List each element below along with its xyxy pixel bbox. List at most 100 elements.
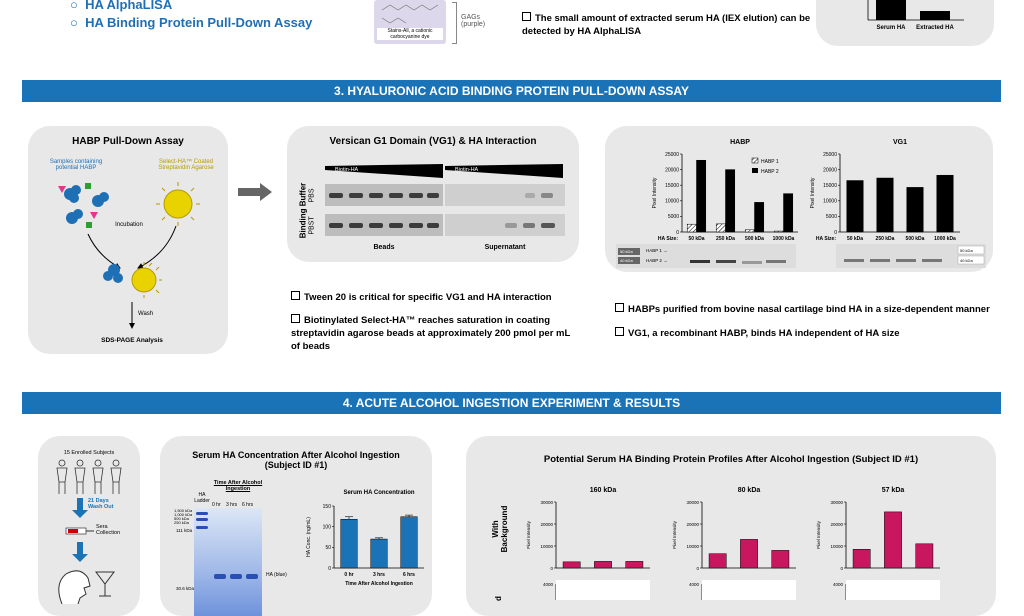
x-tick-label: 6 hrs bbox=[403, 572, 415, 578]
habp2-label: HABP 2 → bbox=[646, 258, 668, 263]
samples-label: Samples containing potential HABP bbox=[49, 159, 103, 171]
y-tick-label: 0 bbox=[834, 230, 837, 236]
x-tick-label: 500 kDa bbox=[745, 236, 764, 242]
habp-panel-title: HABP Pull-Down Assay bbox=[72, 136, 184, 147]
y-tick-label: 5000 bbox=[668, 214, 679, 220]
gel-band bbox=[742, 261, 762, 264]
x-tick-label: 3 hrs bbox=[373, 572, 385, 578]
gel-marker-box bbox=[957, 255, 985, 265]
molecule-structure-icon bbox=[381, 4, 439, 24]
section3-banner: 3. HYALURONIC ACID BINDING PROTEIN PULL-… bbox=[22, 80, 1001, 102]
x-axis-label: Time After Alcohol Ingestion bbox=[345, 581, 413, 587]
ladder-mark-111: 111 kDa bbox=[176, 528, 193, 533]
lower-plot-area bbox=[846, 580, 940, 600]
bar bbox=[562, 561, 581, 569]
gel-pbs-beads bbox=[325, 184, 443, 206]
bar bbox=[906, 187, 924, 233]
bar bbox=[708, 553, 727, 569]
y-tick-label: 10000 bbox=[665, 199, 679, 205]
lane-0hr: 0 hr bbox=[212, 502, 221, 508]
ladder-mark-30: 30.6 kDa bbox=[176, 586, 195, 591]
y-tick-label: 150 bbox=[323, 504, 332, 510]
circle-bullet-icon: ○ bbox=[70, 15, 78, 30]
checkbox-icon bbox=[522, 12, 531, 21]
y-tick-label: 30000 bbox=[686, 500, 699, 505]
bar bbox=[876, 177, 894, 233]
mini-bar-extracted bbox=[920, 11, 950, 20]
sera-label: Sera Collection bbox=[96, 524, 121, 536]
y-tick-label: 0 bbox=[840, 566, 843, 571]
section4-banner: 4. ACUTE ALCOHOL INGESTION EXPERIMENT & … bbox=[22, 392, 1001, 414]
gel-band bbox=[896, 259, 916, 262]
vg1-bar-chart: VG1 0 5000 10000 15000 20000 25000 Pixel Intens… bbox=[810, 139, 986, 268]
supernatant-label: Supernatant bbox=[484, 244, 526, 251]
ladder-mark-250: 250 kDa bbox=[174, 520, 189, 525]
gel-pbst-beads bbox=[325, 214, 443, 236]
bead-icon bbox=[156, 182, 200, 226]
gel-mark-40: 40 kDa bbox=[960, 258, 973, 263]
bar bbox=[370, 538, 388, 569]
mini-chart: Serum HA Extracted HA bbox=[867, 0, 964, 31]
y-axis-label: Pixel Intensity bbox=[672, 520, 677, 549]
lower-y-tick: 4000 bbox=[689, 582, 700, 587]
beads-label: Beads bbox=[373, 244, 395, 251]
legend-label: HABP 1 bbox=[761, 159, 779, 165]
mini-x-extracted: Extracted HA bbox=[916, 25, 954, 31]
enrolled-label: 15 Enrolled Subjects bbox=[63, 450, 115, 456]
gel-marker-band bbox=[618, 257, 640, 264]
legend: HABP 1 HABP 2 bbox=[751, 157, 779, 175]
subjects-panel: 15 Enrolled Subjects 21 Days Wash Out Se… bbox=[38, 436, 140, 616]
gel-band bbox=[766, 260, 786, 263]
bar bbox=[754, 202, 765, 233]
row-label-background: With Background bbox=[491, 505, 509, 553]
mini-bar-serum bbox=[876, 0, 906, 20]
wash-label: Wash bbox=[138, 311, 154, 317]
habp-bar-chart: HABP 0 5000 10000 15000 20000 25000 Pixel Inten… bbox=[616, 139, 798, 268]
chart-title: HABP bbox=[730, 139, 750, 146]
y-tick-label: 15000 bbox=[665, 183, 679, 189]
check-vg1: VG1, a recombinant HABP, binds HA indepe… bbox=[615, 327, 995, 340]
gel-band bbox=[690, 260, 710, 263]
lane-3hrs: 3 hrs bbox=[226, 502, 238, 508]
row-label-second: d bbox=[493, 596, 503, 601]
bar bbox=[783, 193, 794, 233]
checkbox-icon bbox=[291, 291, 300, 300]
habp-gel-strip bbox=[616, 244, 796, 268]
beads-label: Select-HA™ Coated Streptavidin Agarose bbox=[158, 159, 214, 171]
drinking-head-icon bbox=[58, 570, 115, 604]
y-tick-label: 10000 bbox=[686, 544, 699, 549]
syringe-icon bbox=[65, 527, 94, 535]
vg1-panel-title: Versican G1 Domain (VG1) & HA Interactio… bbox=[329, 136, 537, 147]
legend-swatch bbox=[752, 168, 758, 173]
gel-pbst-supernatant bbox=[445, 214, 565, 236]
biotin-ha-wedge-beads bbox=[325, 164, 443, 178]
y-tick-label: 50 bbox=[325, 545, 331, 551]
y-tick-label: 0 bbox=[550, 566, 553, 571]
bar bbox=[686, 223, 697, 233]
y-tick-label: 0 bbox=[328, 566, 331, 572]
bar bbox=[915, 543, 934, 569]
ha-ladder-label: HA Ladder bbox=[194, 492, 210, 504]
check-saturation: Biotinylated Select-HA™ reaches saturati… bbox=[291, 314, 571, 352]
y-tick-label: 20000 bbox=[540, 522, 553, 527]
protein-bead-complex-icon bbox=[103, 262, 162, 298]
top-check: The small amount of extracted serum HA (… bbox=[522, 12, 811, 37]
binding-buffer-label: Binding Buffer bbox=[298, 182, 308, 239]
x-tick-label: 1000 kDa bbox=[934, 236, 956, 242]
gel-band bbox=[716, 260, 736, 263]
legend-label: HABP 2 bbox=[761, 169, 779, 175]
y-axis-label: HA Conc. (ng/mL) bbox=[306, 517, 312, 557]
y-tick-label: 10000 bbox=[540, 544, 553, 549]
gel-pbs-supernatant bbox=[445, 184, 565, 206]
y-tick-label: 100 bbox=[323, 524, 332, 530]
gel-mark-40: 40 kDa bbox=[620, 258, 633, 263]
biotin-ha-label-supernatant: Biotin-HA bbox=[455, 167, 479, 173]
chart-title: Serum HA Concentration bbox=[343, 490, 414, 496]
lane-6hrs: 6 hrs bbox=[242, 502, 254, 508]
checkbox-icon bbox=[291, 314, 300, 323]
habp-pulldown-panel: HABP Pull-Down Assay Samples containing … bbox=[28, 126, 228, 354]
lower-y-tick: 4000 bbox=[543, 582, 554, 587]
y-tick-label: 25000 bbox=[823, 152, 837, 158]
analysis-label: SDS-PAGE Analysis bbox=[101, 337, 163, 344]
serum-ha-panel: Serum HA Concentration After Alcohol Ing… bbox=[160, 436, 432, 616]
